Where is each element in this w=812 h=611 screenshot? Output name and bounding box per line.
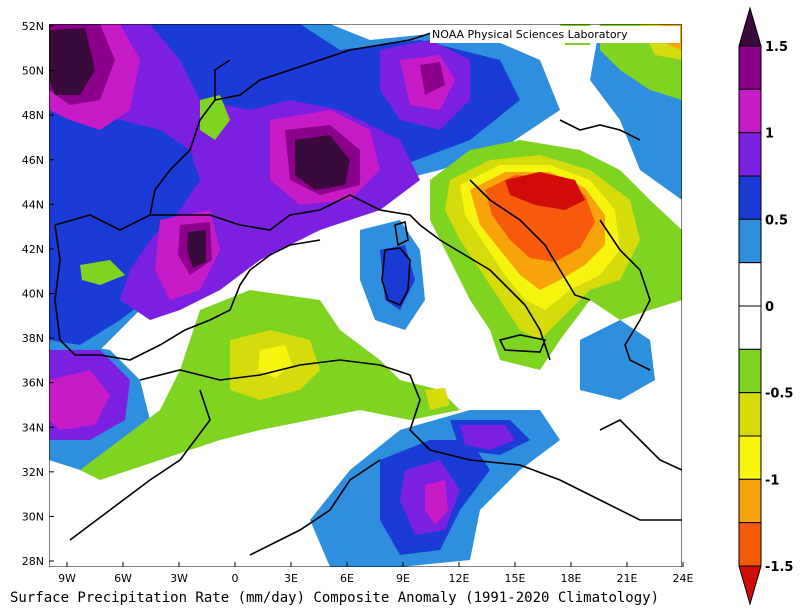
colorbar-segment [738, 132, 762, 177]
colorbar-bottom-arrow [738, 565, 762, 606]
colorbar-segment [738, 392, 762, 437]
lon-tick-label: 3E [284, 572, 298, 585]
anomaly-region [295, 135, 350, 190]
colorbar-segment [738, 522, 762, 567]
lat-tick-label: 38N [22, 332, 44, 345]
colorbar-label: 0 [765, 300, 774, 315]
lat-tick-label: 30N [22, 510, 44, 523]
anomaly-region [420, 62, 445, 95]
colorbar-label: -0.5 [765, 387, 793, 402]
lon-tick-label: 9W [58, 572, 76, 585]
lon-tick-label: 24E [673, 572, 694, 585]
lon-tick-label: 18E [561, 572, 582, 585]
colorbar-segment [738, 348, 762, 394]
colorbar-segment [738, 262, 762, 307]
anomaly-region [425, 388, 450, 410]
credit-box [430, 26, 680, 43]
anomaly-region [200, 95, 230, 140]
coastline [381, 247, 411, 307]
coastline [69, 389, 211, 541]
lon-tick-label: 9E [396, 572, 410, 585]
colorbar-label: 0.5 [765, 213, 788, 228]
coastline [149, 59, 231, 216]
lat-tick-label: 44N [22, 198, 44, 211]
colorbar-segment [738, 88, 762, 134]
colorbar-segment [738, 45, 762, 90]
colorbar-top-arrow [738, 6, 762, 47]
anomaly-region [187, 230, 206, 268]
coastline [54, 194, 551, 361]
coastline [599, 219, 651, 371]
anomaly-region [460, 425, 515, 450]
anomaly-region [49, 28, 95, 95]
colorbar-segment [738, 478, 762, 524]
colorbar-label: -1.5 [765, 560, 793, 575]
map-caption: Surface Precipitation Rate (mm/day) Comp… [10, 590, 660, 606]
lat-tick-label: 34N [22, 421, 44, 434]
lat-tick-label: 40N [22, 288, 44, 301]
lat-tick-label: 32N [22, 466, 44, 479]
lon-tick-label: 12E [449, 572, 470, 585]
coastline [54, 224, 321, 361]
lon-tick-label: 6W [114, 572, 132, 585]
longitude-axis: 9W 6W 3W 0 3E 6E 9E 12E 15E 18E 21E 24E [58, 562, 694, 585]
coastline [249, 459, 381, 556]
lat-tick-label: 42N [22, 243, 44, 256]
anomaly-region [49, 370, 110, 430]
lat-tick-label: 52N [22, 20, 44, 33]
colorbar-label: 1 [765, 127, 774, 142]
colorbar-segment [738, 175, 762, 220]
lon-tick-label: 0 [232, 572, 239, 585]
coastline [139, 359, 682, 521]
coastline [599, 419, 682, 471]
lat-tick-label: 50N [22, 65, 44, 78]
lat-tick-label: 36N [22, 377, 44, 390]
colorbar: 1.5 1 0.5 0 -0.5 -1 -1.5 [738, 6, 793, 606]
lon-tick-label: 3W [170, 572, 188, 585]
anomaly-region [505, 172, 585, 210]
anomaly-region [425, 480, 448, 525]
colorbar-label: 1.5 [765, 40, 788, 55]
colorbar-segment [738, 435, 762, 480]
lat-tick-label: 46N [22, 154, 44, 167]
coastline [559, 119, 641, 141]
anomaly-region [580, 320, 655, 400]
lon-tick-label: 21E [617, 572, 638, 585]
coastline [498, 334, 547, 353]
anomaly-region [49, 24, 420, 320]
lon-tick-label: 6E [340, 572, 354, 585]
anomaly-region [80, 260, 125, 285]
lon-tick-label: 15E [505, 572, 526, 585]
lat-tick-label: 48N [22, 109, 44, 122]
colorbar-segment [738, 305, 762, 350]
colorbar-segment [738, 218, 762, 264]
credit-text: NOAA Physical Sciences Laboratory [432, 28, 628, 41]
colorbar-label: -1 [765, 473, 779, 488]
coastlines [54, 29, 682, 556]
coastline [214, 29, 441, 101]
coastline [394, 220, 409, 247]
coastline [469, 179, 591, 301]
anomaly-field [49, 24, 682, 567]
lat-tick-label: 28N [22, 555, 44, 568]
latitude-axis: 52N 50N 48N 46N 44N 42N 40N 38N 36N 34N 32N 30N 28N [22, 20, 54, 568]
